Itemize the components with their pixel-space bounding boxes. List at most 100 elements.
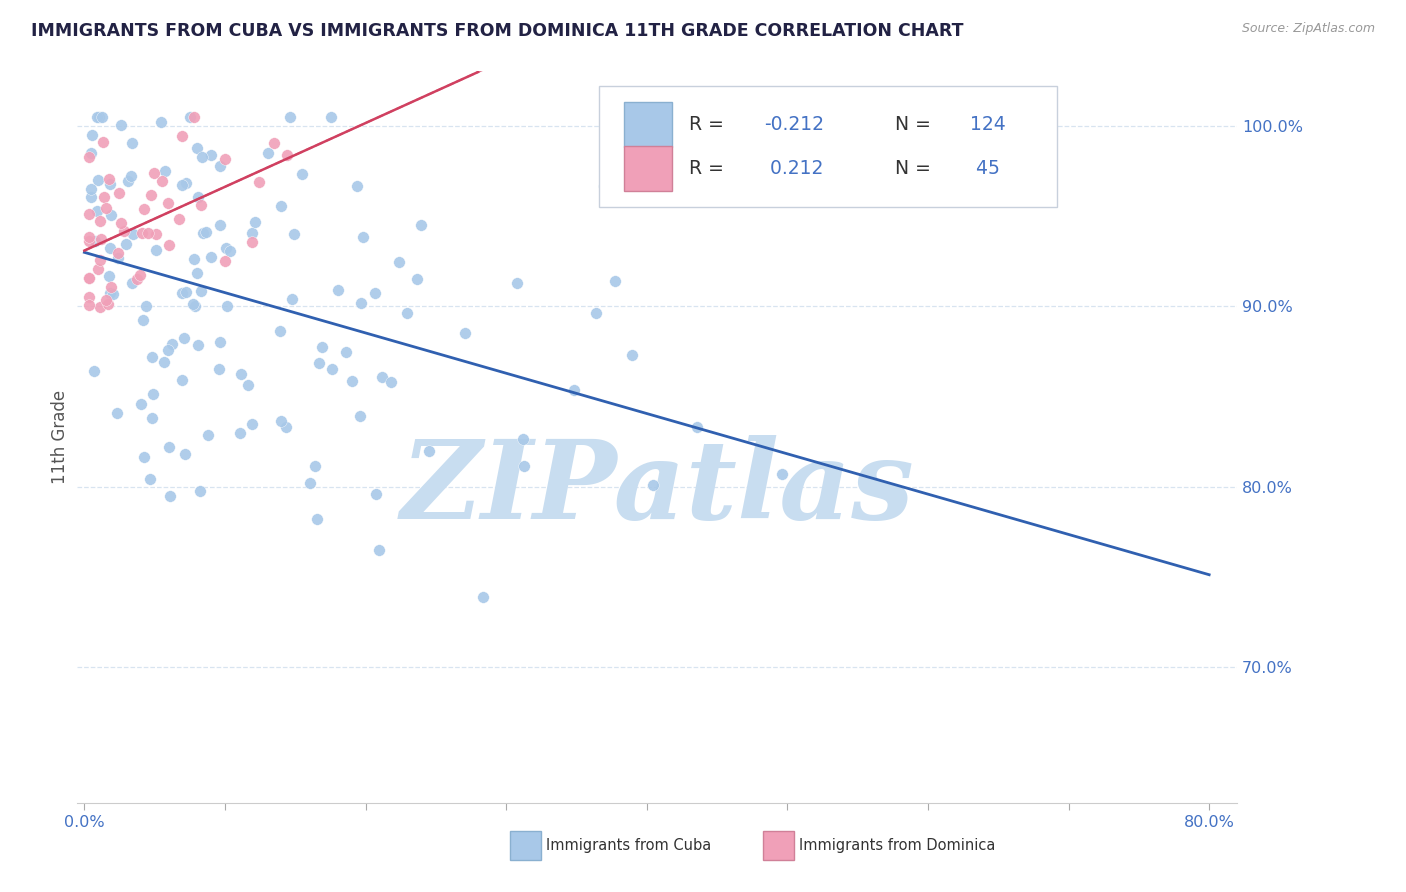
Point — [214, 254, 236, 268]
Point — [156, 343, 179, 357]
Point — [585, 306, 607, 320]
Point — [562, 383, 585, 397]
Point — [143, 166, 166, 180]
Point — [208, 362, 231, 376]
Point — [110, 216, 132, 230]
Point — [122, 227, 145, 242]
Point — [321, 362, 343, 376]
Point — [134, 202, 156, 216]
Point — [291, 167, 314, 181]
Text: N =: N = — [896, 115, 931, 135]
Point — [340, 374, 363, 388]
Point — [249, 175, 271, 189]
Point — [388, 255, 411, 269]
Point — [335, 345, 357, 359]
Point — [183, 110, 205, 124]
Point — [135, 299, 157, 313]
Point — [103, 286, 125, 301]
Text: 45: 45 — [970, 159, 1000, 178]
Point — [138, 472, 160, 486]
Point — [89, 252, 111, 267]
Point — [187, 337, 209, 351]
Point — [197, 427, 219, 442]
Point — [172, 373, 194, 387]
Point — [512, 432, 534, 446]
Point — [257, 146, 280, 161]
Text: R =: R = — [689, 115, 724, 135]
Point — [186, 266, 208, 280]
Point — [380, 375, 402, 389]
Text: 124: 124 — [970, 115, 1007, 135]
Point — [80, 146, 103, 161]
Point — [512, 459, 534, 474]
Point — [395, 306, 418, 320]
Text: -0.212: -0.212 — [763, 115, 824, 135]
Point — [352, 230, 374, 244]
Text: Source: ZipAtlas.com: Source: ZipAtlas.com — [1241, 22, 1375, 36]
Point — [215, 241, 238, 255]
Point — [269, 324, 291, 338]
Point — [145, 243, 167, 257]
Point — [183, 299, 205, 313]
Point — [240, 226, 263, 240]
Point — [263, 136, 285, 151]
Point — [181, 297, 204, 311]
Point — [91, 110, 114, 124]
Point — [179, 110, 201, 124]
Point — [308, 356, 330, 370]
Point — [167, 212, 190, 227]
Point — [270, 414, 292, 428]
Point — [153, 355, 176, 369]
Point — [80, 128, 103, 142]
Point — [157, 196, 180, 211]
Point — [770, 467, 793, 481]
Point — [276, 148, 298, 162]
Point — [89, 213, 111, 227]
Point — [364, 286, 387, 301]
Point — [686, 419, 709, 434]
Point — [299, 475, 322, 490]
Point — [238, 378, 260, 392]
Point — [141, 188, 163, 202]
Point — [132, 450, 155, 465]
Point — [200, 250, 222, 264]
Point — [245, 215, 267, 229]
Point — [281, 292, 304, 306]
Point — [107, 245, 129, 260]
Point — [83, 234, 105, 248]
Point — [120, 169, 142, 183]
Point — [350, 295, 373, 310]
Point — [157, 237, 180, 252]
Point — [172, 128, 194, 143]
Point — [153, 163, 176, 178]
Point — [157, 440, 180, 454]
Point — [176, 285, 198, 299]
Point — [283, 227, 305, 241]
Point — [112, 224, 135, 238]
Point — [129, 268, 152, 283]
Text: IMMIGRANTS FROM CUBA VS IMMIGRANTS FROM DOMINICA 11TH GRADE CORRELATION CHART: IMMIGRANTS FROM CUBA VS IMMIGRANTS FROM … — [31, 22, 963, 40]
Point — [186, 141, 208, 155]
Point — [174, 176, 197, 190]
Point — [200, 148, 222, 162]
Point — [173, 447, 195, 461]
Point — [87, 173, 110, 187]
Point — [98, 268, 121, 283]
Point — [326, 283, 349, 297]
Point — [80, 182, 103, 196]
Point — [183, 252, 205, 266]
Point — [142, 387, 165, 401]
Point — [321, 110, 343, 124]
Point — [150, 174, 173, 188]
Point — [83, 364, 105, 378]
Point — [98, 172, 121, 186]
Point — [215, 299, 238, 313]
Point — [77, 298, 100, 312]
Point — [304, 458, 326, 473]
Text: N =: N = — [896, 159, 931, 178]
Point — [131, 226, 153, 240]
Point — [240, 235, 263, 249]
Point — [305, 512, 328, 526]
Point — [349, 409, 371, 423]
Point — [127, 272, 149, 286]
